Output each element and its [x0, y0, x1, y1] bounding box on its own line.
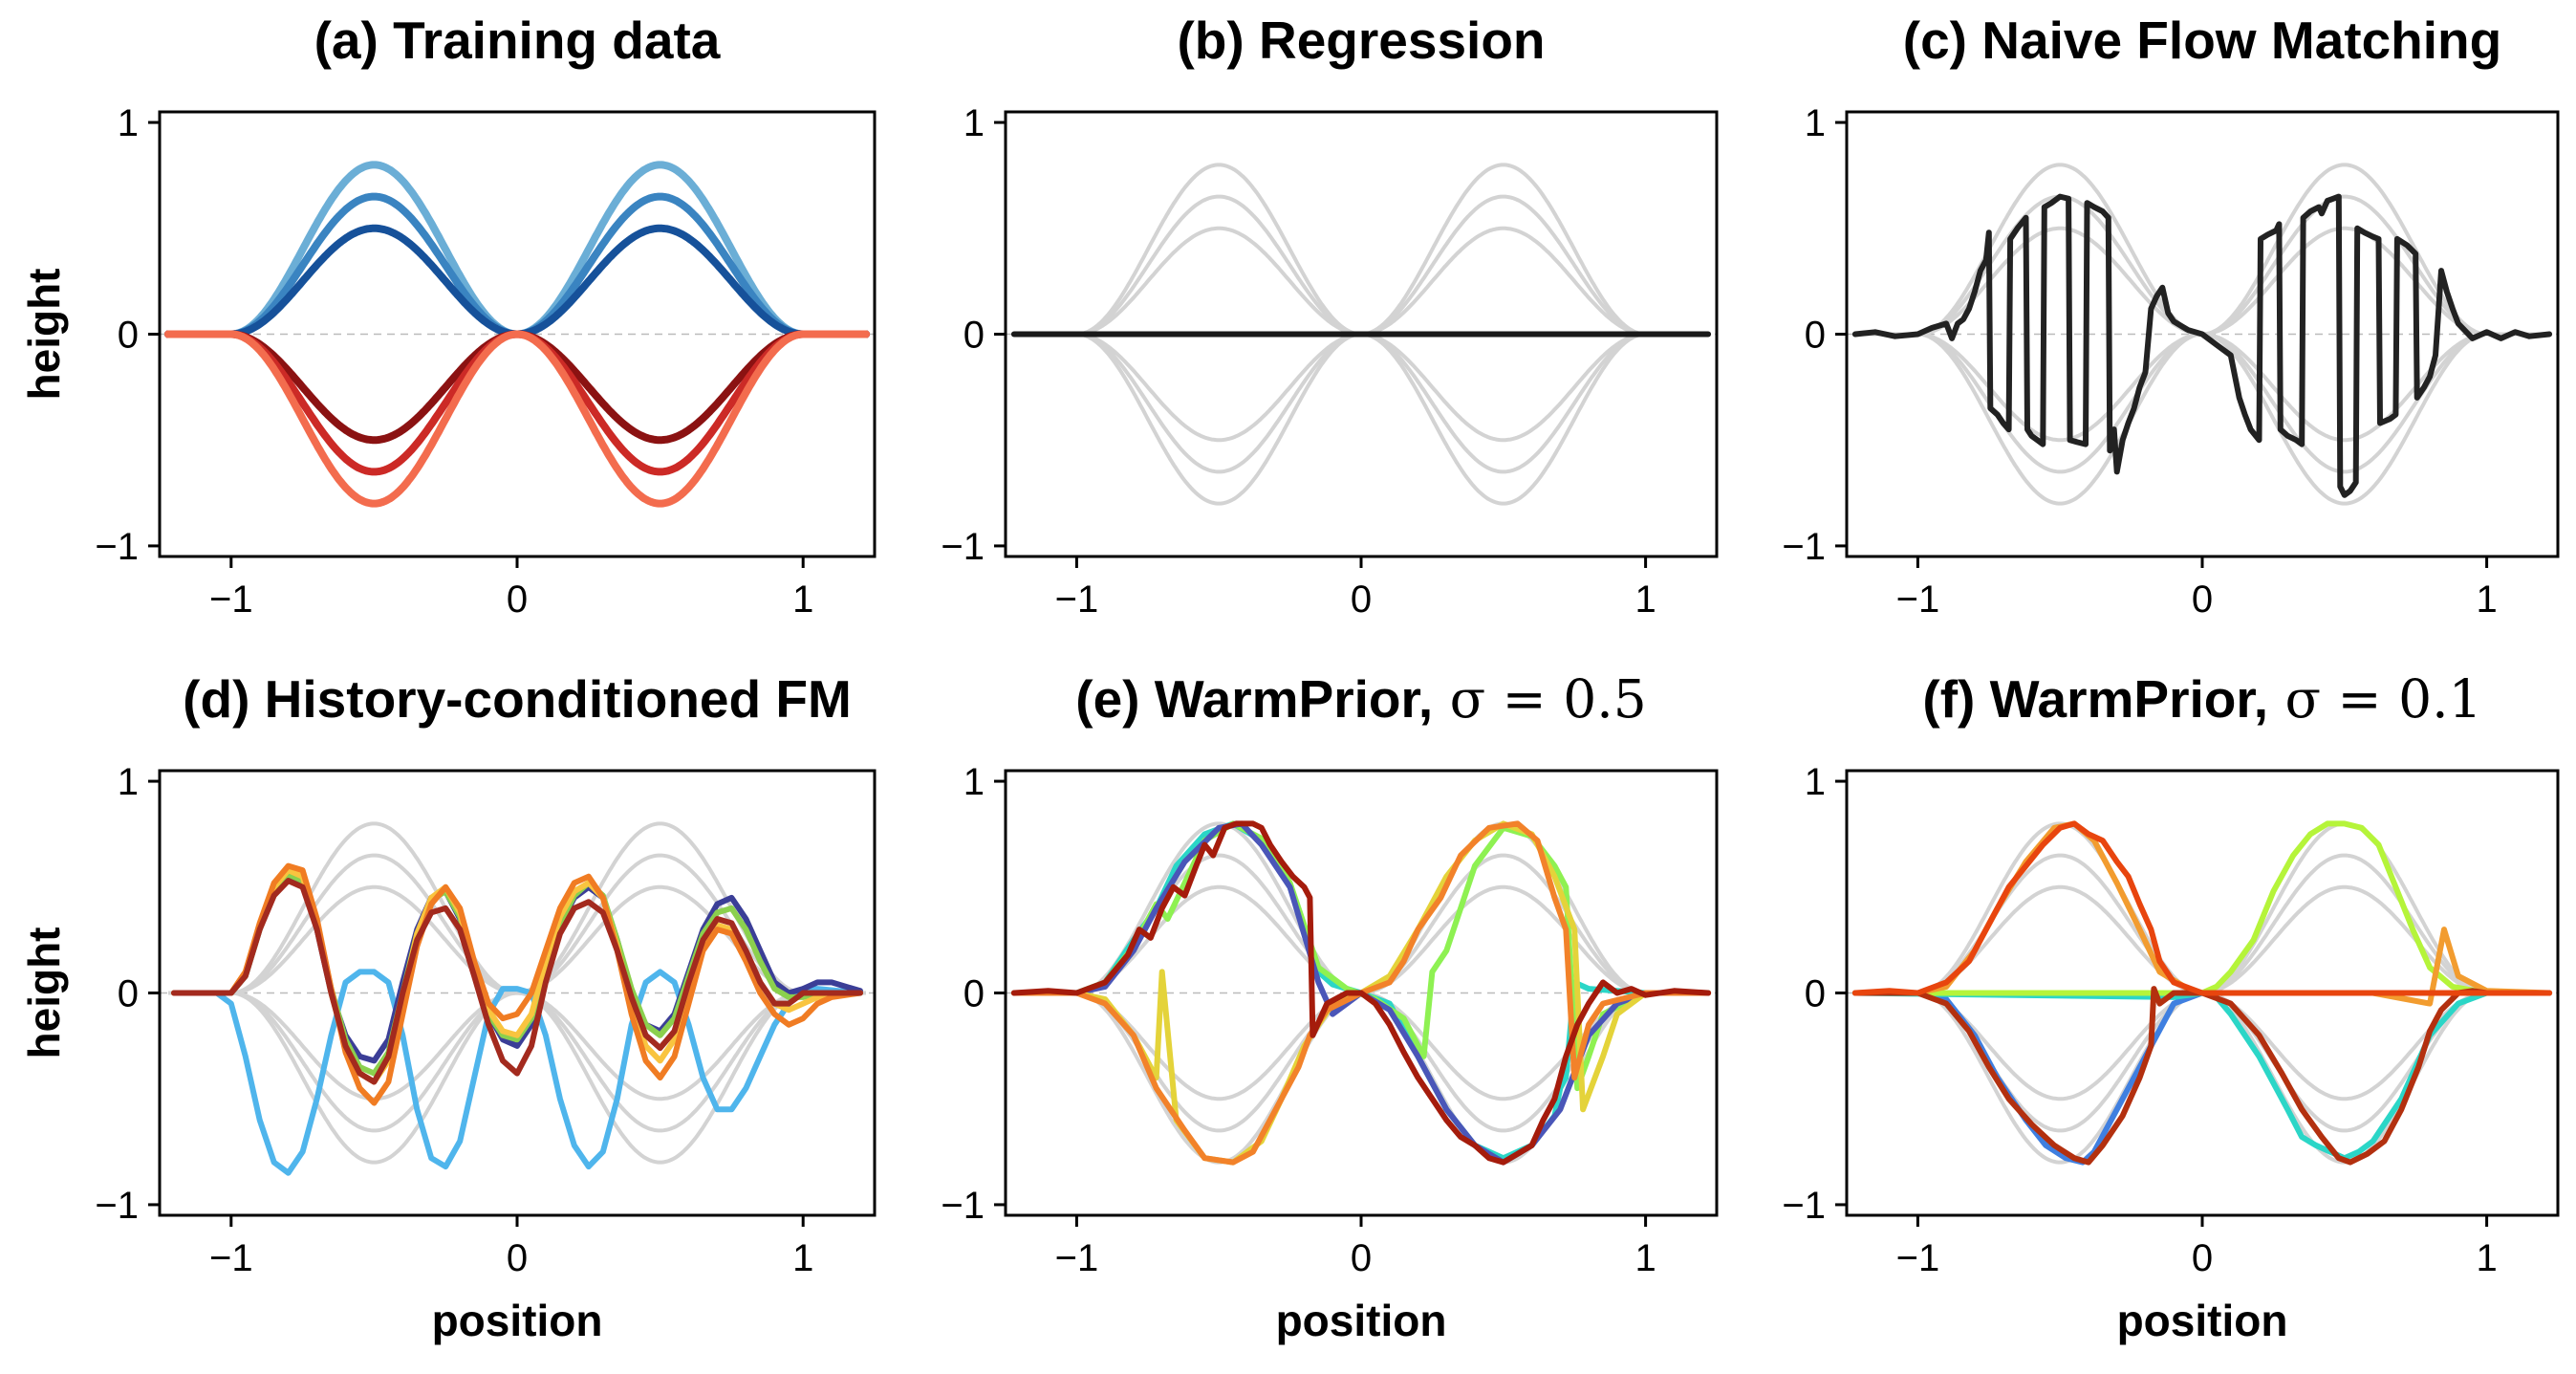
x-axis-label: position — [2117, 1296, 2288, 1345]
panel-a: −1 0 1 1 0 −1 (a) Training data height — [19, 11, 877, 621]
y-tick-label: −1 — [941, 1185, 985, 1227]
y-tick-label: 0 — [1805, 315, 1826, 357]
x-tick-label: 1 — [1634, 578, 1656, 621]
series-line-4 — [164, 330, 870, 445]
x-tick-label: 0 — [1351, 1237, 1372, 1279]
series-line-6 — [1851, 820, 2553, 996]
x-tick-label: −1 — [1896, 1237, 1940, 1279]
panel-d: −1 0 1 1 0 −1 (d) History-conditioned FM height… — [19, 669, 877, 1345]
y-tick-label: −1 — [95, 1185, 139, 1227]
series-line-6 — [171, 878, 863, 1085]
panel-title: (b) Regression — [1177, 11, 1545, 70]
x-tick-label: 0 — [2192, 578, 2213, 621]
panel-title: (d) History-conditioned FM — [183, 669, 852, 729]
background-curve — [168, 991, 866, 1165]
panel-title-text: (e) WarmPrior, — [1075, 669, 1433, 729]
plot-area — [1010, 820, 1712, 1166]
x-tick-label: 0 — [2192, 1237, 2213, 1279]
plot-area — [1851, 820, 2553, 1166]
series-line-3 — [164, 224, 870, 338]
y-tick-label: 1 — [118, 761, 139, 803]
y-tick-label: 1 — [1805, 761, 1826, 803]
background-curve — [1013, 884, 1709, 995]
series-line-6 — [164, 330, 870, 508]
panel-title-text: (d) History-conditioned FM — [183, 669, 852, 729]
y-tick-label: 1 — [118, 102, 139, 144]
y-tick-label: 0 — [963, 315, 985, 357]
panel-title-math: σ = 0.5 — [1433, 668, 1647, 730]
plot-area — [1010, 163, 1712, 506]
y-tick-label: −1 — [1782, 1185, 1826, 1227]
panel-title-text: (f) WarmPrior, — [1922, 669, 2268, 729]
y-tick-label: 0 — [118, 315, 139, 357]
x-axis-label: position — [432, 1296, 603, 1345]
panel-e: −1 0 1 1 0 −1 (e) WarmPrior, σ = 0.5 position — [941, 668, 1719, 1345]
panel-title: (c) Naive Flow Matching — [1903, 11, 2501, 70]
plot-area — [164, 161, 870, 508]
panel-c: −1 0 1 1 0 −1 (c) Naive Flow Matching — [1782, 11, 2560, 621]
background-curve — [1013, 332, 1709, 443]
x-axis-label: position — [1276, 1296, 1447, 1345]
x-tick-label: 1 — [2476, 578, 2497, 621]
x-tick-label: 1 — [792, 1237, 813, 1279]
x-tick-label: 1 — [1634, 1237, 1656, 1279]
x-tick-label: 0 — [507, 578, 528, 621]
panel-b: −1 0 1 1 0 −1 (b) Regression — [941, 11, 1719, 621]
panel-title: (f) WarmPrior, σ = 0.1 — [1922, 668, 2481, 730]
y-tick-label: 1 — [963, 102, 985, 144]
panel-title-text: (a) Training data — [314, 11, 721, 70]
series-line-5 — [1010, 820, 1712, 1166]
x-tick-label: −1 — [1055, 578, 1099, 621]
series-line-4 — [1851, 820, 2553, 1007]
background-curve — [1013, 226, 1709, 337]
y-tick-label: −1 — [95, 526, 139, 568]
background-curve — [1854, 332, 2550, 443]
y-tick-label: 0 — [963, 973, 985, 1015]
panel-title-math: σ = 0.1 — [2268, 668, 2482, 730]
y-axis-label: height — [19, 269, 69, 401]
x-tick-label: 1 — [2476, 1237, 2497, 1279]
x-tick-label: −1 — [209, 578, 253, 621]
panel-f: −1 0 1 1 0 −1 (f) WarmPrior, σ = 0.1 position — [1782, 668, 2560, 1345]
series-line-1 — [1851, 193, 2553, 498]
y-tick-label: 1 — [963, 761, 985, 803]
series-line-1 — [171, 969, 863, 1176]
series-line-3 — [1010, 820, 1712, 1166]
panel-title: (a) Training data — [314, 11, 721, 70]
panel-title-text: (b) Regression — [1177, 11, 1545, 70]
y-tick-label: 1 — [1805, 102, 1826, 144]
x-tick-label: 0 — [1351, 578, 1372, 621]
plot-area — [168, 821, 866, 1176]
panel-title: (e) WarmPrior, σ = 0.5 — [1075, 668, 1646, 730]
y-tick-label: −1 — [941, 526, 985, 568]
y-tick-label: 0 — [1805, 973, 1826, 1015]
x-tick-label: 1 — [792, 578, 813, 621]
y-tick-label: 0 — [118, 973, 139, 1015]
series-line-6 — [1010, 820, 1712, 1166]
x-tick-label: −1 — [1896, 578, 1940, 621]
x-tick-label: 0 — [507, 1237, 528, 1279]
x-tick-label: −1 — [209, 1237, 253, 1279]
y-tick-label: −1 — [1782, 526, 1826, 568]
x-tick-label: −1 — [1055, 1237, 1099, 1279]
series-line-3 — [1851, 820, 2553, 996]
y-axis-label: height — [19, 927, 69, 1059]
plot-area — [1851, 163, 2553, 506]
panel-title-text: (c) Naive Flow Matching — [1903, 11, 2501, 70]
